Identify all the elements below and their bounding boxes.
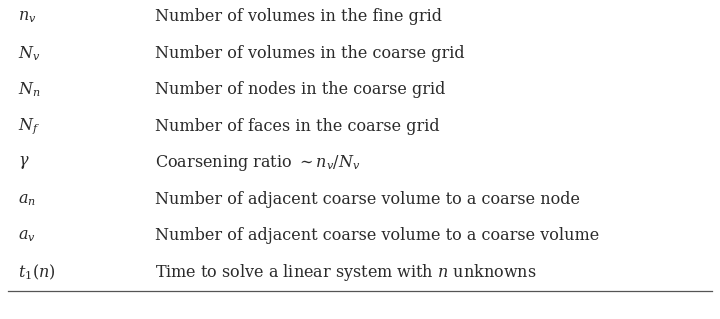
Text: $n_v$: $n_v$ — [18, 9, 37, 26]
Text: Number of volumes in the fine grid: Number of volumes in the fine grid — [155, 9, 442, 26]
Text: Coarsening ratio $\sim n_v/N_v$: Coarsening ratio $\sim n_v/N_v$ — [155, 153, 361, 173]
Text: Number of volumes in the coarse grid: Number of volumes in the coarse grid — [155, 45, 464, 62]
Text: $a_n$: $a_n$ — [18, 191, 36, 208]
Text: Number of faces in the coarse grid: Number of faces in the coarse grid — [155, 118, 440, 135]
Text: $t_1(n)$: $t_1(n)$ — [18, 263, 55, 282]
Text: $N_v$: $N_v$ — [18, 44, 40, 63]
Text: Number of nodes in the coarse grid: Number of nodes in the coarse grid — [155, 81, 446, 99]
Text: $N_f$: $N_f$ — [18, 116, 40, 137]
Text: $N_n$: $N_n$ — [18, 81, 41, 99]
Text: Time to solve a linear system with $n$ unknowns: Time to solve a linear system with $n$ u… — [155, 262, 536, 283]
Text: Number of adjacent coarse volume to a coarse volume: Number of adjacent coarse volume to a co… — [155, 227, 599, 244]
Text: $a_v$: $a_v$ — [18, 227, 36, 244]
Text: Number of adjacent coarse volume to a coarse node: Number of adjacent coarse volume to a co… — [155, 191, 580, 208]
Text: $\gamma$: $\gamma$ — [18, 154, 30, 172]
